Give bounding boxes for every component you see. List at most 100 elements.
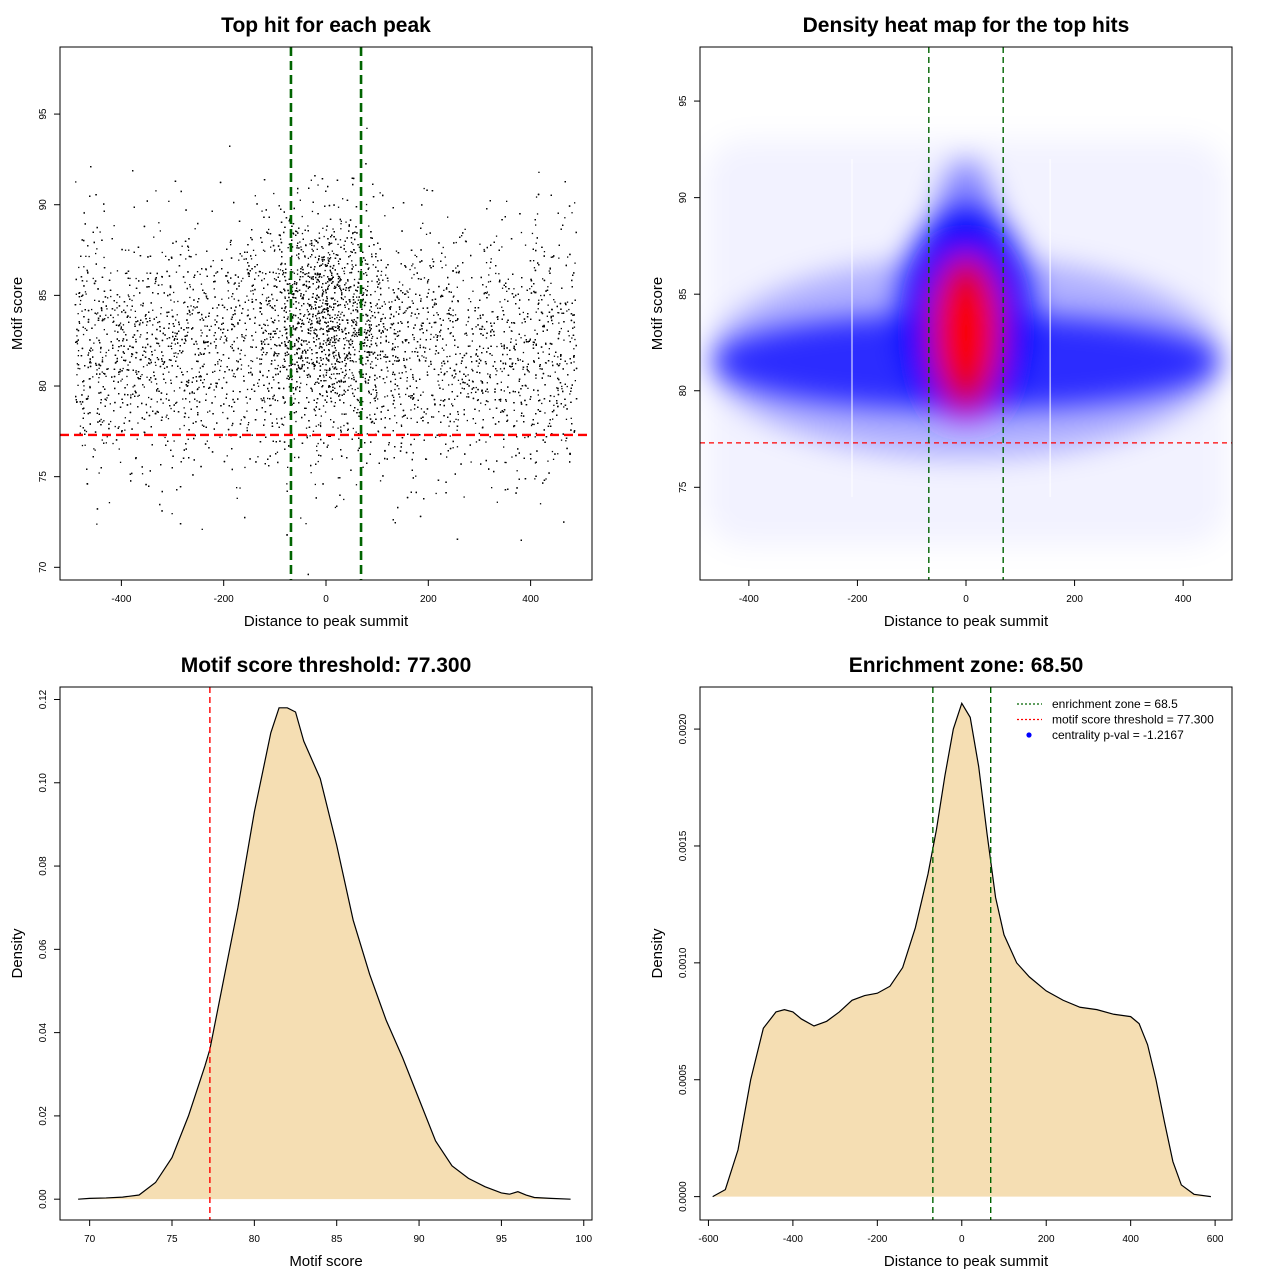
scatter-point — [516, 420, 518, 422]
scatter-point — [250, 360, 252, 362]
scatter-point — [89, 360, 91, 362]
scatter-point — [296, 269, 299, 271]
scatter-point — [321, 305, 323, 307]
scatter-point — [438, 411, 440, 413]
scatter-point — [499, 301, 501, 303]
scatter-point — [387, 370, 389, 372]
scatter-point — [500, 343, 502, 345]
scatter-point — [542, 278, 544, 280]
scatter-point — [120, 326, 122, 328]
scatter-point — [329, 327, 331, 330]
scatter-point — [294, 353, 296, 356]
scatter-point — [107, 368, 109, 370]
scatter-point — [233, 283, 235, 285]
scatter-point — [112, 316, 114, 319]
scatter-point — [215, 386, 218, 388]
scatter-point — [181, 245, 183, 247]
scatter-point — [405, 293, 407, 295]
scatter-point — [195, 253, 197, 256]
scatter-point — [116, 307, 118, 309]
scatter-point — [366, 433, 368, 435]
scatter-point — [335, 341, 337, 344]
scatter-point — [372, 264, 374, 266]
scatter-point — [269, 336, 271, 338]
scatter-point — [356, 306, 358, 308]
scatter-point — [469, 345, 471, 347]
scatter-point — [343, 353, 346, 355]
scatter-point — [95, 313, 98, 315]
scatter-point — [424, 347, 427, 349]
scatter-point — [510, 366, 512, 368]
scatter-point — [322, 374, 325, 376]
scatter-point — [394, 415, 396, 417]
scatter-point — [570, 417, 572, 419]
scatter-point — [135, 338, 137, 341]
scatter-point — [377, 431, 380, 433]
scatter-point — [117, 350, 119, 352]
scatter-point — [184, 281, 186, 284]
scatter-point — [139, 336, 141, 338]
scatter-point — [357, 387, 359, 389]
scatter-point — [187, 249, 190, 251]
scatter-point — [171, 342, 173, 344]
scatter-point — [504, 362, 507, 364]
scatter-point — [327, 339, 330, 342]
scatter-point — [334, 338, 336, 341]
scatter-point — [556, 387, 558, 389]
scatter-point — [443, 289, 445, 291]
scatter-point — [452, 309, 454, 311]
scatter-point — [282, 424, 285, 426]
scatter-point — [410, 368, 412, 371]
scatter-point — [355, 324, 358, 326]
scatter-point — [266, 319, 268, 321]
scatter-point — [107, 316, 109, 319]
scatter-point — [120, 327, 122, 329]
scatter-point — [482, 347, 485, 349]
scatter-point — [221, 298, 223, 300]
scatter-point — [264, 329, 266, 331]
scatter-point — [529, 339, 531, 341]
scatter-point — [175, 271, 178, 273]
scatter-point — [231, 424, 233, 427]
scatter-point — [361, 363, 363, 365]
scatter-point — [534, 478, 536, 480]
scatter-point — [573, 326, 576, 328]
scatter-point — [358, 412, 360, 414]
scatter-point — [200, 283, 203, 285]
scatter-point — [352, 243, 354, 245]
scatter-point — [132, 386, 134, 388]
scatter-point — [325, 380, 327, 382]
scatter-point — [311, 353, 313, 355]
scatter-point — [196, 400, 198, 402]
scatter-point — [179, 367, 181, 370]
scatter-point — [185, 258, 187, 260]
scatter-point — [485, 337, 488, 339]
scatter-point — [243, 416, 245, 418]
scatter-point — [94, 449, 96, 451]
scatter-point — [356, 309, 359, 311]
scatter-point — [106, 397, 108, 399]
scatter-point — [130, 309, 132, 311]
scatter-point — [317, 310, 320, 312]
scatter-point — [131, 299, 133, 302]
scatter-point — [290, 395, 292, 397]
scatter-point — [81, 310, 83, 312]
scatter-point — [362, 314, 364, 317]
scatter-point — [246, 295, 248, 297]
scatter-point — [146, 272, 148, 274]
scatter-point — [244, 466, 246, 469]
scatter-point — [357, 408, 359, 411]
scatter-point — [454, 314, 457, 316]
scatter-point — [205, 269, 207, 271]
scatter-point — [227, 290, 229, 292]
scatter-point — [454, 376, 456, 378]
scatter-point — [302, 322, 304, 324]
scatter-point — [325, 229, 328, 231]
scatter-point — [568, 308, 570, 311]
scatter-point — [354, 389, 356, 391]
scatter-point — [149, 317, 151, 319]
scatter-point — [414, 254, 416, 256]
scatter-point — [446, 456, 448, 458]
scatter-point — [223, 342, 225, 344]
scatter-point — [225, 338, 227, 341]
